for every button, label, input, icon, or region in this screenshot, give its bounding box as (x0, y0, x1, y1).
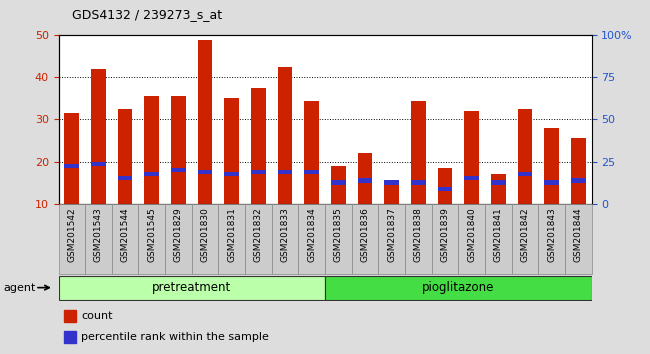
Text: pretreatment: pretreatment (152, 281, 231, 294)
Bar (224, 172, 239, 176)
Bar (304, 101, 319, 204)
Bar (198, 40, 213, 204)
Bar (224, 98, 239, 204)
Bar (571, 178, 586, 183)
Text: GSM201832: GSM201832 (254, 207, 263, 262)
Bar (325, 204, 352, 274)
Bar (91, 69, 106, 204)
Text: count: count (81, 311, 112, 321)
Bar (352, 204, 378, 274)
Text: GSM201545: GSM201545 (148, 207, 156, 262)
Bar (544, 128, 559, 204)
Bar (58, 276, 325, 299)
Bar (544, 181, 559, 185)
Text: GSM201544: GSM201544 (121, 207, 129, 262)
Bar (91, 161, 106, 166)
Bar (405, 204, 432, 274)
Bar (58, 204, 85, 274)
Bar (64, 331, 75, 343)
Bar (331, 181, 346, 185)
Bar (331, 166, 346, 204)
Bar (464, 176, 479, 181)
Bar (538, 204, 565, 274)
Bar (85, 204, 112, 274)
Bar (571, 138, 586, 204)
Bar (378, 204, 405, 274)
Text: GSM201840: GSM201840 (467, 207, 476, 262)
Bar (358, 178, 372, 183)
Bar (384, 181, 399, 204)
Bar (171, 168, 186, 172)
Bar (272, 204, 298, 274)
Bar (565, 204, 592, 274)
Bar (458, 204, 485, 274)
Bar (384, 181, 399, 185)
Text: GDS4132 / 239273_s_at: GDS4132 / 239273_s_at (72, 8, 222, 21)
Text: GSM201542: GSM201542 (68, 207, 76, 262)
Bar (64, 113, 79, 204)
Bar (218, 204, 245, 274)
Bar (165, 204, 192, 274)
Text: pioglitazone: pioglitazone (422, 281, 495, 294)
Text: GSM201834: GSM201834 (307, 207, 316, 262)
Bar (251, 88, 266, 204)
Text: GSM201838: GSM201838 (414, 207, 422, 262)
Bar (118, 176, 133, 181)
Bar (517, 109, 532, 204)
Text: GSM201831: GSM201831 (227, 207, 236, 262)
Bar (278, 67, 292, 204)
Bar (251, 170, 266, 174)
Text: GSM201833: GSM201833 (281, 207, 289, 262)
Text: GSM201843: GSM201843 (547, 207, 556, 262)
Bar (298, 204, 325, 274)
Text: GSM201841: GSM201841 (494, 207, 502, 262)
Text: GSM201844: GSM201844 (574, 207, 582, 262)
Text: GSM201836: GSM201836 (361, 207, 369, 262)
Bar (245, 204, 272, 274)
Text: GSM201837: GSM201837 (387, 207, 396, 262)
Text: GSM201835: GSM201835 (334, 207, 343, 262)
Bar (112, 204, 138, 274)
Bar (491, 174, 506, 204)
Bar (464, 111, 479, 204)
Text: agent: agent (3, 282, 36, 293)
Bar (491, 181, 506, 185)
Bar (485, 204, 512, 274)
Bar (198, 170, 213, 174)
Bar (138, 204, 165, 274)
Bar (411, 101, 426, 204)
Text: percentile rank within the sample: percentile rank within the sample (81, 332, 268, 342)
Bar (118, 109, 133, 204)
Bar (64, 164, 79, 168)
Bar (278, 170, 292, 174)
Text: GSM201543: GSM201543 (94, 207, 103, 262)
Bar (437, 187, 452, 191)
Bar (411, 181, 426, 185)
Bar (144, 172, 159, 176)
Text: GSM201830: GSM201830 (201, 207, 209, 262)
Text: GSM201842: GSM201842 (521, 207, 529, 262)
Text: GSM201839: GSM201839 (441, 207, 449, 262)
Bar (325, 276, 592, 299)
Bar (304, 170, 319, 174)
Bar (64, 310, 75, 322)
Bar (192, 204, 218, 274)
Bar (517, 172, 532, 176)
Bar (437, 168, 452, 204)
Bar (358, 153, 372, 204)
Text: GSM201829: GSM201829 (174, 207, 183, 262)
Bar (171, 96, 186, 204)
Bar (432, 204, 458, 274)
Bar (512, 204, 538, 274)
Bar (144, 96, 159, 204)
